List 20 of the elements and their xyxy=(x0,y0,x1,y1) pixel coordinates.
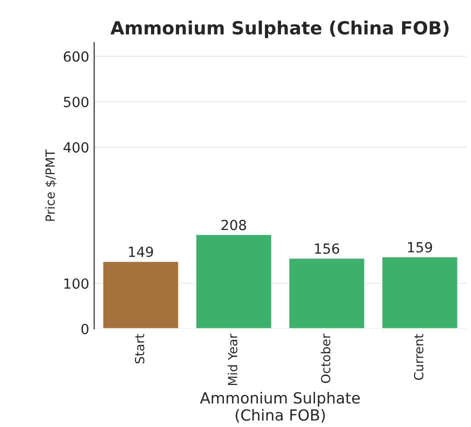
y-tick-label: 0 xyxy=(81,324,88,334)
y-tick-label: 600 xyxy=(64,51,88,62)
x-tick-label: Start xyxy=(134,334,144,364)
bar xyxy=(102,260,180,329)
x-axis-title: Ammonium Sulphate (China FOB) xyxy=(200,392,360,423)
data-label: 149 xyxy=(128,246,153,258)
data-label: 156 xyxy=(315,243,340,254)
data-label: 208 xyxy=(221,220,246,230)
bar xyxy=(380,256,459,329)
data-label: 159 xyxy=(408,242,432,253)
x-tick-label: Current xyxy=(414,334,424,380)
bar xyxy=(288,257,366,329)
x-tick-label: October xyxy=(320,334,330,383)
chart-title: Ammonium Sulphate (China FOB) xyxy=(110,20,449,38)
y-tick-label: 500 xyxy=(64,96,88,108)
x-tick-label: Mid Year xyxy=(228,334,238,386)
y-axis-title: Price $/PMT xyxy=(45,149,57,221)
y-tick-label: 100 xyxy=(64,278,88,289)
y-tick-label: 400 xyxy=(64,142,88,153)
bar xyxy=(194,234,273,329)
